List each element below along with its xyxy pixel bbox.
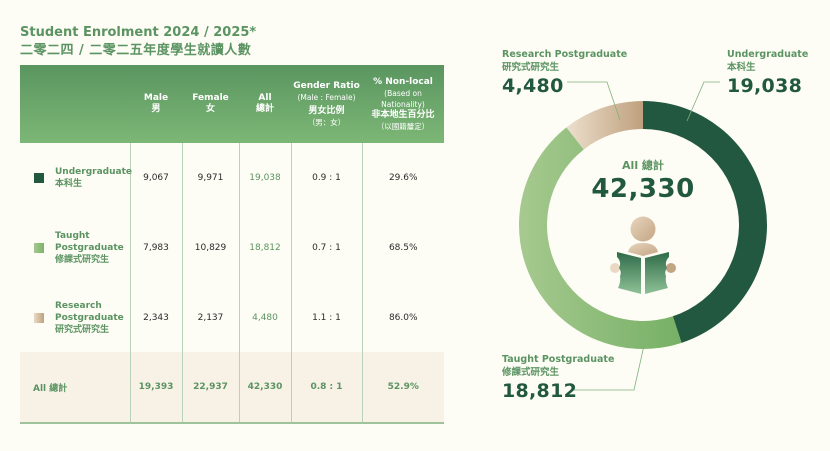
header-category <box>20 65 130 143</box>
cell-all: 18,812 <box>238 213 291 283</box>
legend-swatch-taught-postgraduate <box>34 243 44 253</box>
enrolment-table: Male 男 Female 女 All 總計 Gender Ratio (Mal… <box>20 65 444 424</box>
page-title: Student Enrolment 2024 / 2025* 二零二四 / 二零… <box>20 24 256 60</box>
table-row-research-postgraduate: Research Postgraduate 研究式研究生 2,343 2,137… <box>20 283 444 352</box>
donut-segment-undergraduate <box>643 101 768 343</box>
cell-nonlocal: 86.0% <box>361 283 444 352</box>
cell-male: 9,067 <box>129 143 182 213</box>
legend-swatch-research-postgraduate <box>34 312 44 323</box>
callout-taught-postgraduate: Taught Postgraduate 修課式研究生 18,812 <box>502 353 614 403</box>
callout-research-en: Research Postgraduate <box>502 49 628 60</box>
donut-segment-research-postgraduate <box>566 101 643 150</box>
header-ratio-en: Gender Ratio <box>293 80 360 91</box>
cell-female: 9,971 <box>181 143 239 213</box>
header-nonlocal-en: % Non-local <box>373 76 433 87</box>
cell-all: 4,480 <box>238 283 291 352</box>
header-ratio-sub: (Male : Female) <box>297 92 356 102</box>
total-nonlocal: 52.9% <box>361 352 444 424</box>
reader-hand-right <box>666 263 676 273</box>
cell-female: 2,137 <box>181 283 239 352</box>
table-header-row: Male 男 Female 女 All 總計 Gender Ratio (Mal… <box>20 65 444 143</box>
header-female-zh: 女 <box>205 104 215 114</box>
callout-undergraduate-zh: 本科生 <box>727 62 756 73</box>
total-label: All 總計 <box>20 352 130 424</box>
callout-research-value: 4,480 <box>502 75 564 97</box>
total-all: 42,330 <box>238 352 291 424</box>
header-all: All 總計 <box>239 65 291 143</box>
callout-research-postgraduate: Research Postgraduate 研究式研究生 4,480 <box>502 48 627 98</box>
callout-taught-zh: 修課式研究生 <box>502 367 560 378</box>
title-en: Student Enrolment 2024 / 2025* <box>20 25 257 40</box>
cell-ratio: 0.9 : 1 <box>290 143 362 213</box>
cell-ratio: 1.1 : 1 <box>290 283 362 352</box>
book-right-page <box>645 252 669 294</box>
header-gender-ratio: Gender Ratio (Male : Female) 男女比例 （男：女） <box>291 65 362 143</box>
cell-male: 7,983 <box>129 213 182 283</box>
donut-segment-taught-postgraduate <box>518 127 682 350</box>
reader-head <box>630 216 656 242</box>
table-row-taught-postgraduate: Taught Postgraduate 修課式研究生 7,983 10,829 … <box>20 213 444 283</box>
callout-research-zh: 研究式研究生 <box>502 62 560 73</box>
header-ratio-zh-sub: （男：女） <box>307 117 346 127</box>
row-label-en: Undergraduate <box>55 167 132 177</box>
cell-nonlocal: 68.5% <box>361 213 444 283</box>
total-female: 22,937 <box>181 352 239 424</box>
row-label-zh: 修課式研究生 <box>55 255 110 265</box>
header-ratio-zh: 男女比例 <box>308 105 345 116</box>
header-nonlocal-zh: 非本地生百分比 <box>371 109 435 120</box>
row-label-zh: 本科生 <box>55 179 83 189</box>
table-row-undergraduate: Undergraduate 本科生 9,067 9,971 19,038 0.9… <box>20 143 444 213</box>
cell-female: 10,829 <box>181 213 239 283</box>
reader-hand-left <box>610 263 620 273</box>
leader-line-research <box>567 81 621 121</box>
legend-swatch-undergraduate <box>34 173 44 183</box>
header-all-en: All <box>258 93 272 103</box>
callout-undergraduate-value: 19,038 <box>727 75 803 97</box>
callout-taught-en: Taught Postgraduate <box>502 354 615 365</box>
cell-ratio: 0.7 : 1 <box>290 213 362 283</box>
donut-center-label: All 總計 <box>622 159 664 172</box>
header-male-en: Male <box>143 93 169 103</box>
header-non-local: % Non-local (Based on Nationality) 非本地生百… <box>362 65 444 143</box>
book-left-page <box>617 252 641 294</box>
row-label: Undergraduate 本科生 <box>20 143 132 213</box>
leader-line-taught <box>574 340 646 391</box>
cell-nonlocal: 29.6% <box>361 143 444 213</box>
row-label-en: Taught Postgraduate <box>55 231 124 253</box>
cell-all: 19,038 <box>238 143 291 213</box>
header-nonlocal-zh-sub: （以國籍釐定） <box>376 121 430 131</box>
row-label-en: Research Postgraduate <box>55 300 124 323</box>
row-label: Taught Postgraduate 修課式研究生 <box>20 213 130 283</box>
leader-line-undergraduate <box>686 81 720 122</box>
header-all-zh: 總計 <box>255 104 274 114</box>
header-male: Male 男 <box>130 65 182 143</box>
callout-undergraduate: Undergraduate 本科生 19,038 <box>727 48 808 98</box>
header-male-zh: 男 <box>151 104 161 114</box>
header-nonlocal-sub: (Based on Nationality) <box>381 88 425 109</box>
donut-center-total: 42,330 <box>591 174 695 204</box>
title-zh: 二零二四 / 二零二五年度學生就讀人數 <box>20 43 252 58</box>
reader-icon <box>610 216 676 294</box>
total-male: 19,393 <box>129 352 182 424</box>
header-female: Female 女 <box>182 65 239 143</box>
row-label: Research Postgraduate 研究式研究生 <box>20 283 130 352</box>
header-female-en: Female <box>192 93 229 103</box>
reader-shoulders <box>628 243 658 256</box>
total-ratio: 0.8 : 1 <box>290 352 362 424</box>
callout-undergraduate-en: Undergraduate <box>727 49 809 60</box>
callout-taught-value: 18,812 <box>502 380 578 402</box>
table-row-total: All 總計 19,393 22,937 42,330 0.8 : 1 52.9… <box>20 352 444 424</box>
row-label-zh: 研究式研究生 <box>55 324 110 335</box>
cell-male: 2,343 <box>129 283 182 352</box>
